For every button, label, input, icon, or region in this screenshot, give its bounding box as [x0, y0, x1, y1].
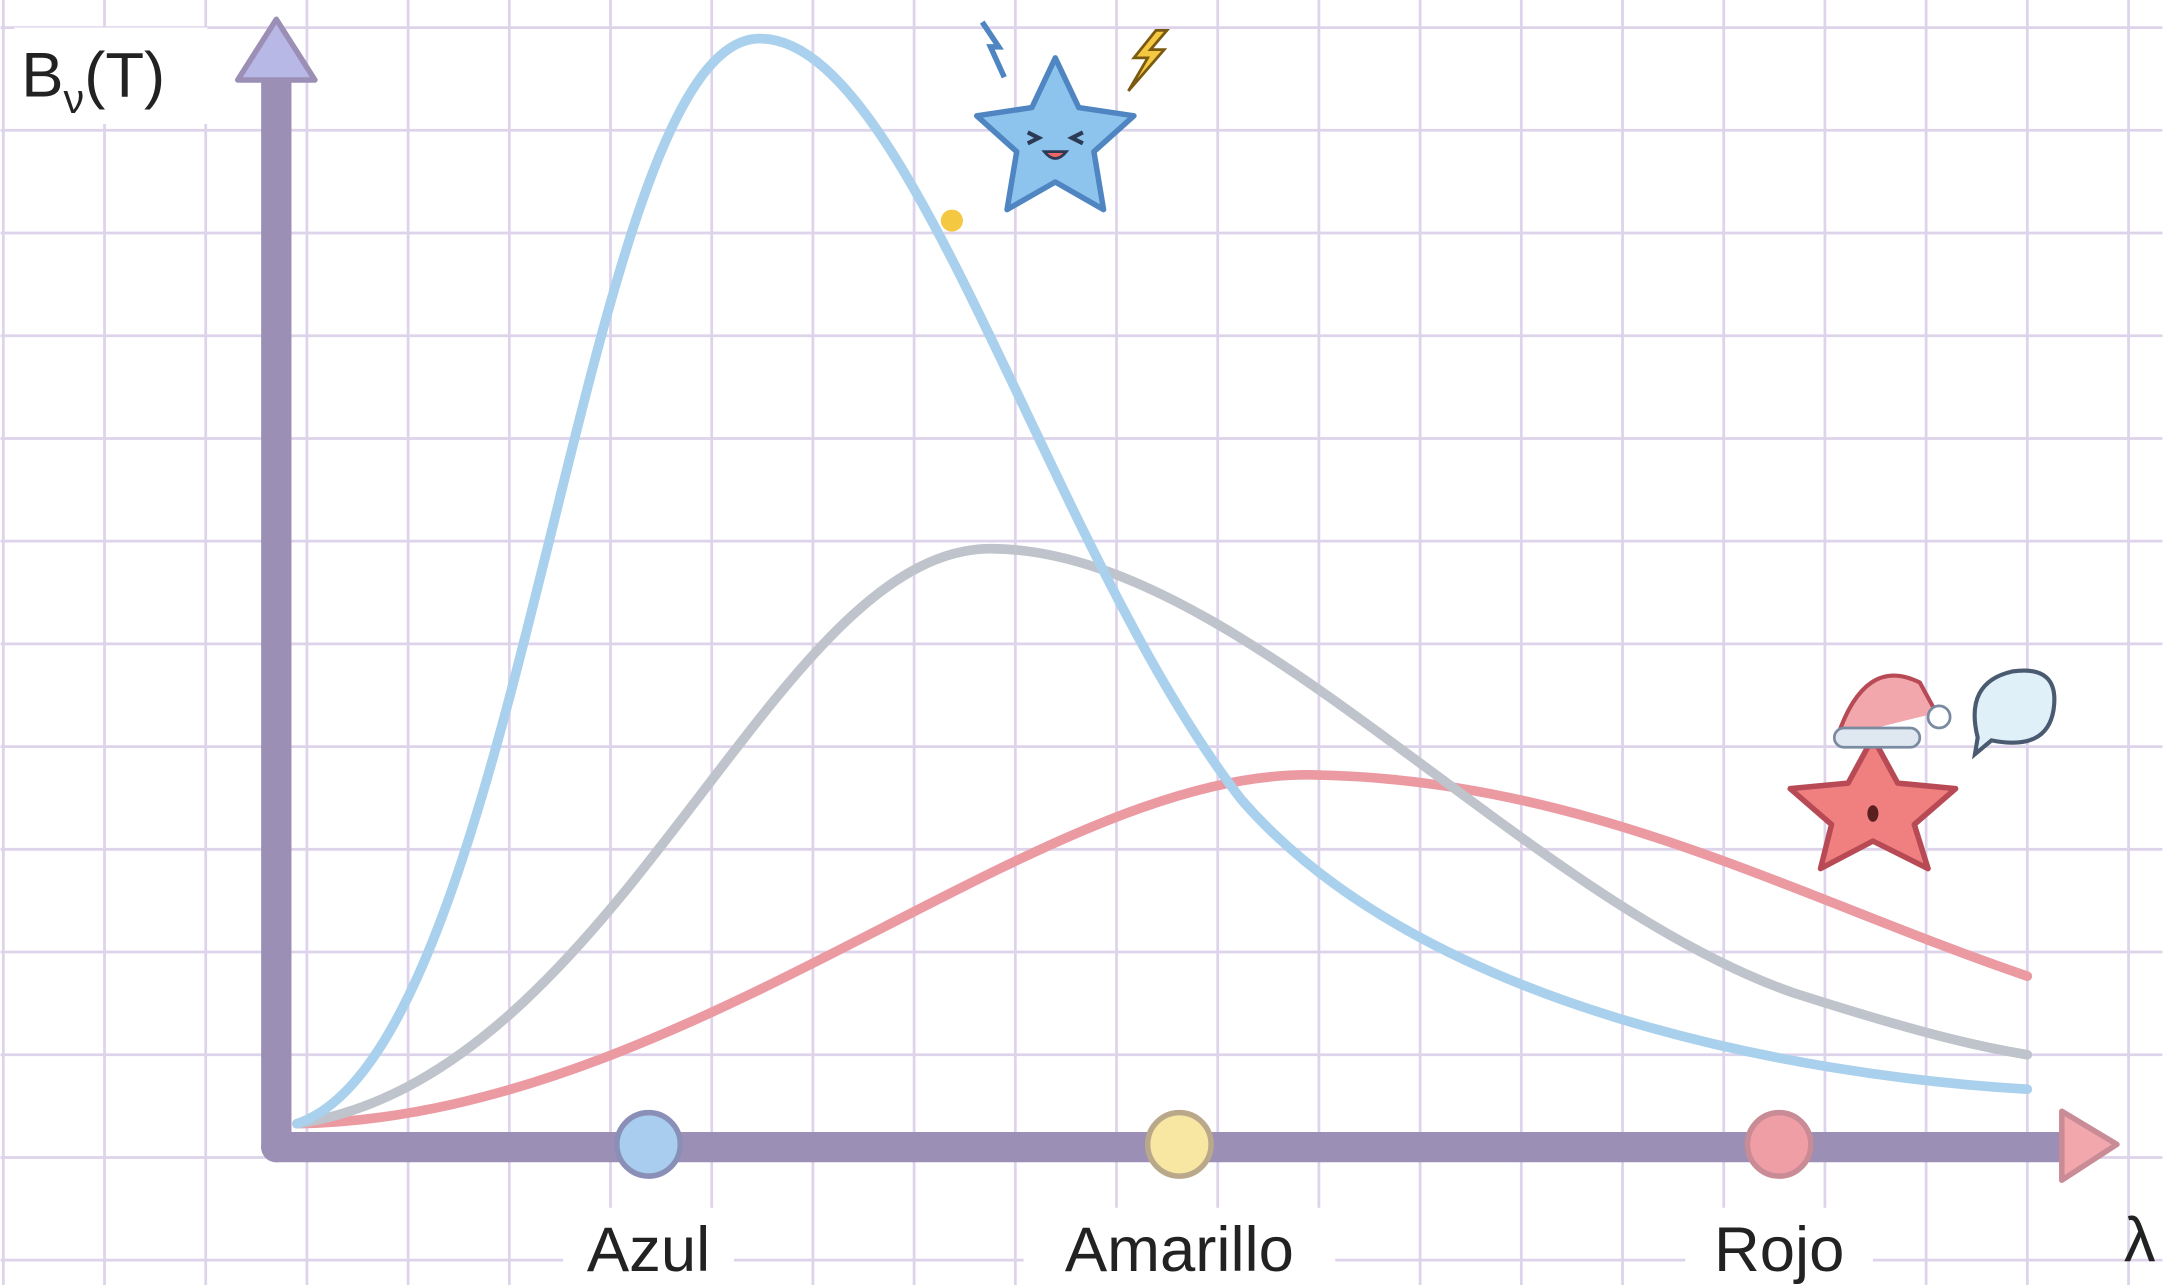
- y-label-rest: (T): [84, 41, 165, 111]
- nightcap-band: [1834, 728, 1919, 747]
- diagram: Azul Amarillo Rojo λ Bν(T): [0, 0, 2163, 1285]
- nightcap-pompom: [1928, 706, 1950, 728]
- marker-label: Rojo: [1714, 1215, 1844, 1285]
- doodle: [941, 210, 963, 232]
- x-axis-label: λ: [2124, 1206, 2156, 1276]
- blue-marker: [617, 1113, 680, 1176]
- star-mouth: [1867, 805, 1878, 822]
- page: {"y_axis_label": {"main": "B", "subscrip…: [0, 0, 2163, 1285]
- y-label-main: B: [21, 41, 63, 111]
- y-label-subscript: ν: [64, 76, 85, 122]
- marker-label: Azul: [587, 1215, 710, 1285]
- red-marker: [1747, 1113, 1810, 1176]
- yellow-marker: [1148, 1113, 1211, 1176]
- y-axis-label: Bν(T): [21, 41, 165, 123]
- marker-label: Amarillo: [1065, 1215, 1294, 1285]
